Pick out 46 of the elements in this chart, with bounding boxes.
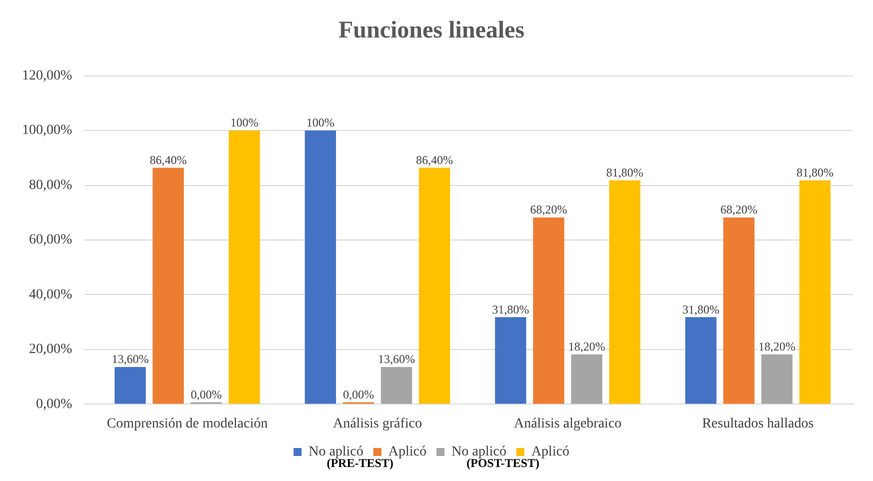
data-label: 86,40% (150, 152, 187, 167)
data-label: 81,80% (606, 165, 644, 180)
legend-label: No aplicó (308, 444, 364, 460)
data-label: 100% (306, 116, 334, 130)
chart-title: Funciones lineales (338, 18, 525, 44)
legend-label: Aplicó (531, 444, 570, 460)
y-tick-label: 20,00% (28, 342, 72, 358)
data-label: 68,20% (720, 202, 758, 217)
bar (723, 218, 754, 404)
legend-label: Aplicó (388, 444, 427, 460)
bar (799, 180, 831, 404)
bar (761, 354, 793, 404)
legend-label: No aplicó (452, 444, 506, 460)
y-tick-label: 0,00% (36, 396, 72, 412)
x-tick-label: Resultados hallados (702, 416, 814, 432)
data-label: 100% (230, 116, 258, 130)
bar (495, 317, 526, 404)
bar (152, 168, 184, 404)
x-tick-label: Análisis gráfico (332, 416, 422, 432)
bar (114, 366, 146, 404)
y-tick-label: 120,00% (22, 68, 72, 84)
data-label: 13,60% (112, 352, 149, 366)
bar (418, 168, 450, 404)
data-label: 81,80% (796, 165, 834, 180)
bar (380, 366, 412, 404)
data-label: 13,60% (378, 352, 415, 366)
bar (571, 354, 602, 404)
data-label: 0,00% (190, 387, 222, 402)
bar (228, 130, 260, 404)
y-tick-label: 40,00% (28, 287, 72, 302)
bar (304, 130, 336, 404)
bar (609, 180, 640, 404)
data-label: 31,80% (682, 302, 720, 316)
y-tick-label: 80,00% (28, 178, 72, 193)
x-tick-label: Comprensión de modelación (106, 416, 268, 432)
data-label: 18,20% (568, 340, 606, 354)
data-label: 18,20% (758, 340, 796, 354)
bar (533, 218, 564, 404)
data-label: 31,80% (492, 302, 530, 316)
y-tick-label: 100,00% (22, 123, 72, 138)
data-label: 68,20% (530, 202, 568, 217)
bar (685, 317, 716, 404)
x-tick-label: Análisis algebraico (514, 416, 622, 432)
data-label: 86,40% (416, 152, 454, 167)
y-tick-label: 60,00% (28, 232, 72, 248)
data-label: 0,00% (342, 387, 374, 402)
